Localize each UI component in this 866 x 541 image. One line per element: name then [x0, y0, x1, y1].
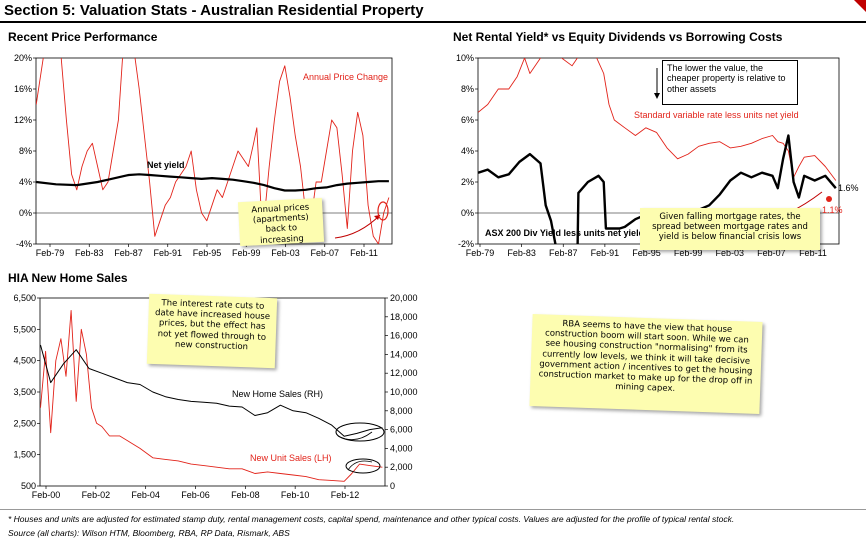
chart2-xtick-label: Feb-03 [715, 248, 744, 258]
chart3-label-homes: New Home Sales (RH) [232, 389, 323, 399]
chart1-xtick-label: Feb-95 [193, 248, 222, 258]
sales-note: The interest rate cuts to date have incr… [146, 293, 278, 369]
chart2-xtick-label: Feb-83 [507, 248, 536, 258]
yield-note: Given falling mortgage rates, the spread… [640, 208, 820, 250]
chart2-xtick-label: Feb-11 [799, 248, 827, 258]
chart2-ytick-label: 0% [461, 208, 474, 218]
chart3-series-2 [40, 344, 383, 437]
chart3-ytick-right-label: 8,000 [390, 406, 413, 416]
chart1-ytick-label: 16% [14, 84, 32, 94]
chart2-xtick-label: Feb-79 [466, 248, 495, 258]
chart2-xtick-label: Feb-91 [591, 248, 620, 258]
chart2-ytick-label: 8% [461, 84, 474, 94]
chart3-xtick-label: Feb-06 [181, 490, 210, 500]
chart2-ytick-label: -2% [458, 239, 474, 249]
chart1-ytick-label: 0% [19, 208, 32, 218]
chart2-xtick-label: Feb-95 [632, 248, 661, 258]
chart3-xtick-label: Feb-08 [231, 490, 260, 500]
chart3-xtick-label: Feb-00 [32, 490, 61, 500]
corner-mark [854, 0, 866, 12]
title-rule [0, 21, 866, 23]
chart1-series-1 [36, 58, 390, 244]
chart1-xtick-label: Feb-07 [310, 248, 339, 258]
chart3-ytick-label: 1,500 [13, 450, 36, 460]
chart2-label-end-black: 1.6% [838, 183, 859, 193]
chart1-title: Recent Price Performance [8, 30, 158, 44]
chart3-xtick-label: Feb-04 [131, 490, 160, 500]
chart2-label-svr: Standard variable rate less units net yi… [634, 110, 799, 120]
chart3-xtick-label: Feb-02 [82, 490, 111, 500]
chart1-ytick-label: 4% [19, 177, 32, 187]
chart2-box-arrowhead [654, 93, 660, 99]
chart3-ytick-right-label: 16,000 [390, 331, 418, 341]
chart2-ytick-label: 6% [461, 115, 474, 125]
chart3-ytick-right-label: 18,000 [390, 312, 418, 322]
chart3-ytick-right-label: 12,000 [390, 368, 418, 378]
chart2-series-1 [478, 58, 837, 181]
chart3-ytick-label: 6,500 [13, 293, 36, 303]
chart2-xtick-label: Feb-87 [549, 248, 578, 258]
chart1-xtick-label: Feb-11 [350, 248, 378, 258]
chart1-ytick-label: 12% [14, 115, 32, 125]
footnote-text: * Houses and units are adjusted for esti… [8, 514, 735, 524]
chart3-series-1 [40, 310, 383, 482]
chart1-ytick-label: 8% [19, 146, 32, 156]
chart2-title: Net Rental Yield* vs Equity Dividends vs… [453, 30, 783, 44]
chart3-ytick-right-label: 4,000 [390, 443, 413, 453]
chart3-title: HIA New Home Sales [8, 271, 128, 285]
chart2-ytick-label: 2% [461, 177, 474, 187]
chart1-label-annual: Annual Price Change [303, 72, 388, 82]
chart3-arrow-units [347, 460, 373, 471]
chart1-xtick-label: Feb-03 [271, 248, 300, 258]
chart3-ytick-label: 2,500 [13, 418, 36, 428]
chart1-xtick-label: Feb-83 [75, 248, 104, 258]
chart3-ytick-right-label: 6,000 [390, 425, 413, 435]
chart3-ytick-label: 4,500 [13, 356, 36, 366]
chart1-plot-frame [35, 57, 393, 245]
rba-note: RBA seems to have the view that house co… [529, 314, 763, 414]
chart2-label-asx: ASX 200 Div Yield less units net yield [485, 228, 644, 238]
chart3-xtick-label: Feb-12 [331, 490, 360, 500]
chart1-highlight-circle [377, 201, 389, 221]
chart1-xtick-label: Feb-79 [36, 248, 65, 258]
source-text: Source (all charts): Wilson HTM, Bloombe… [8, 528, 290, 538]
chart3-ytick-right-label: 2,000 [390, 462, 413, 472]
chart3-ytick-right-label: 0 [390, 481, 395, 491]
chart2-xtick-label: Feb-07 [757, 248, 786, 258]
price-note: Annual prices (apartments) back to incre… [237, 197, 325, 247]
chart2-end-dot [826, 196, 832, 202]
chart3-circle-units [345, 458, 381, 474]
chart1-label-net: Net yield [147, 160, 185, 170]
chart2-ytick-label: 10% [456, 53, 474, 63]
chart1-xtick-label: Feb-99 [232, 248, 261, 258]
chart1-ytick-label: -4% [16, 239, 32, 249]
chart3-circle-homes [335, 422, 385, 442]
chart3-ytick-right-label: 20,000 [390, 293, 418, 303]
chart1-series-2 [36, 173, 389, 192]
page-title: Section 5: Valuation Stats - Australian … [4, 2, 424, 19]
chart2-xtick-label: Feb-99 [674, 248, 703, 258]
chart3-ytick-label: 3,500 [13, 387, 36, 397]
yield-box-note: The lower the value, the cheaper propert… [662, 60, 798, 105]
chart3-ytick-label: 500 [21, 481, 36, 491]
chart3-ytick-right-label: 10,000 [390, 387, 418, 397]
chart2-ytick-label: 4% [461, 146, 474, 156]
chart3-ytick-right-label: 14,000 [390, 349, 418, 359]
chart1-ytick-label: 20% [14, 53, 32, 63]
chart2-label-end-red: 1.1% [822, 205, 843, 215]
chart3-ytick-label: 5,500 [13, 324, 36, 334]
chart3-arrow-homes [337, 431, 373, 441]
chart3-label-units: New Unit Sales (LH) [250, 453, 332, 463]
chart1-xtick-label: Feb-87 [114, 248, 143, 258]
footnote-divider [0, 509, 866, 510]
chart3-xtick-label: Feb-10 [281, 490, 310, 500]
chart1-xtick-label: Feb-91 [153, 248, 182, 258]
